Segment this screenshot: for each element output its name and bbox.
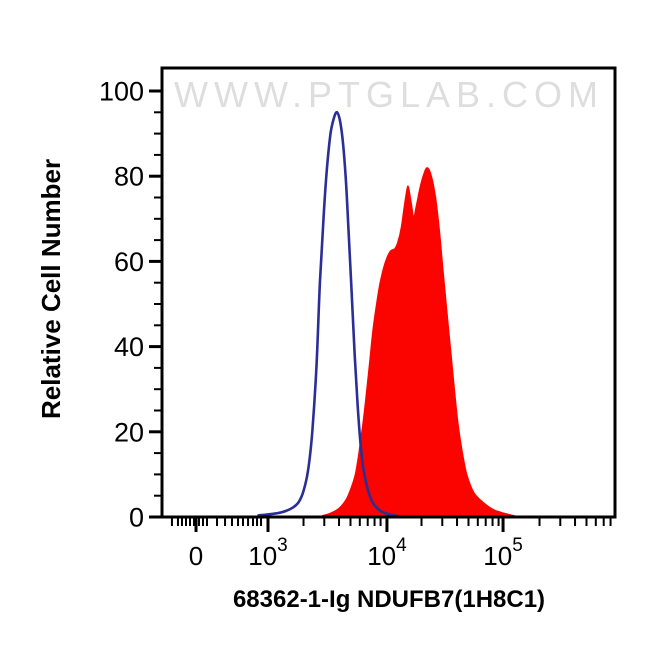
y-tick-label: 100 [99, 77, 144, 107]
series-red-filled-histogram [321, 167, 520, 518]
y-tick-label: 20 [114, 417, 144, 447]
x-tick-label: 103 [248, 535, 288, 571]
y-axis-title: Relative Cell Number [36, 158, 66, 419]
series-blue-open-histogram [257, 110, 408, 519]
y-tick-label: 80 [114, 162, 144, 192]
x-axis-title: 68362-1-Ig NDUFB7(1H8C1) [232, 586, 546, 613]
x-tick-label: 105 [483, 535, 523, 571]
y-tick-label: 60 [114, 247, 144, 277]
y-tick-label: 40 [114, 332, 144, 362]
x-tick-label: 104 [367, 535, 407, 571]
watermark: WWW.PTGLAB.COM [174, 74, 604, 115]
plot-border [160, 66, 617, 519]
x-tick-label: 0 [189, 541, 203, 571]
y-tick-label: 0 [129, 503, 144, 533]
